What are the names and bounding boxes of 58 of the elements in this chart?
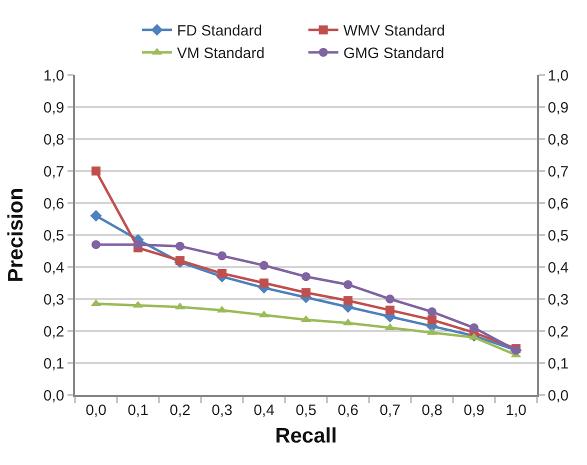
y-axis-title: Precision — [4, 188, 28, 282]
y-tick-label: 0,3 — [43, 291, 64, 308]
point — [176, 256, 184, 266]
x-tick-label: 0,3 — [212, 402, 232, 419]
x-tick-label: 0,7 — [380, 402, 400, 419]
x-tick-label: 0,9 — [464, 402, 484, 419]
point — [90, 210, 102, 222]
legend-label: GMG Standard — [343, 45, 444, 62]
y2-tick-label: 0,0 — [548, 387, 569, 404]
point — [176, 242, 184, 251]
point — [218, 251, 226, 260]
x-tick-label: 0,8 — [422, 402, 442, 419]
y2-tick-label: 0,4 — [548, 259, 569, 276]
point — [134, 240, 142, 250]
point — [260, 260, 268, 270]
y-tick-label: 0,6 — [43, 195, 64, 212]
point — [218, 268, 226, 278]
y-tick-label: 1,0 — [43, 67, 64, 84]
point — [344, 280, 352, 290]
point — [302, 272, 310, 282]
x-tick-label: 0,4 — [254, 402, 274, 419]
legend-label: WMV Standard — [343, 22, 446, 40]
x-tick-label: 0,5 — [296, 402, 316, 419]
x-tick-label: 0,6 — [338, 402, 358, 419]
y2-tick-label: 0,8 — [548, 131, 569, 148]
y2-tick-label: 0,5 — [548, 227, 569, 244]
x-tick-label: 0,2 — [170, 402, 190, 419]
y2-tick-label: 0,1 — [548, 355, 569, 372]
point — [92, 166, 100, 176]
point — [260, 278, 268, 288]
point — [386, 294, 394, 304]
y-tick-label: 0,5 — [43, 227, 64, 244]
point — [428, 307, 436, 316]
point — [428, 315, 436, 324]
x-tick-label: 1,0 — [506, 402, 526, 419]
y-tick-label: 0,9 — [43, 99, 64, 116]
point — [92, 240, 100, 250]
y2-tick-label: 0,6 — [548, 195, 569, 212]
y-tick-label: 0,1 — [43, 355, 64, 372]
x-tick-label: 0,0 — [86, 402, 106, 419]
point — [302, 288, 310, 298]
y2-tick-label: 0,7 — [548, 163, 569, 180]
y2-tick-label: 0,2 — [548, 323, 569, 340]
point — [470, 323, 478, 332]
x-axis-title: Recall — [275, 424, 337, 448]
y2-tick-label: 0,3 — [548, 291, 569, 308]
legend-label: VM Standard — [177, 45, 265, 62]
point — [386, 306, 394, 315]
legend-label: FD Standard — [177, 22, 262, 40]
x-tick-label: 0,1 — [128, 402, 148, 419]
y-tick-label: 0,7 — [43, 163, 64, 180]
y-tick-label: 0,4 — [43, 259, 64, 276]
y-tick-label: 0,2 — [43, 323, 64, 340]
y2-tick-label: 0,9 — [548, 99, 569, 116]
y-tick-label: 0,8 — [43, 131, 64, 148]
point — [344, 296, 352, 306]
y2-tick-label: 1,0 — [548, 67, 569, 84]
y-tick-label: 0,0 — [43, 387, 64, 404]
